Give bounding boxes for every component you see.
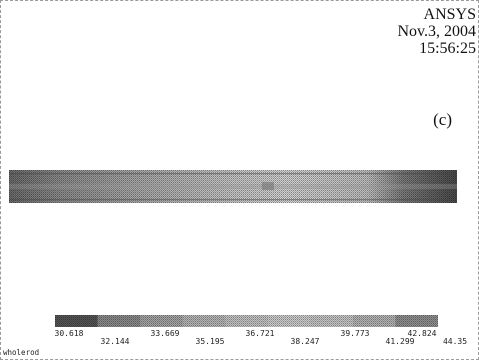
legend-tick-5: 36.721	[245, 329, 275, 338]
software-name: ANSYS	[423, 6, 476, 23]
model-name: wholerod	[3, 348, 40, 357]
legend-tick-3: 33.669	[150, 329, 180, 338]
rod-contour	[9, 170, 457, 203]
legend-tick-6: 38.247	[290, 337, 320, 346]
panel-label: (c)	[433, 110, 452, 129]
legend-tick-10: 44.35	[442, 337, 468, 346]
legend-tick-4: 35.195	[195, 337, 225, 346]
plot-date: Nov.3, 2004	[397, 23, 476, 40]
plot-time: 15:56:25	[419, 40, 476, 57]
legend-tick-9: 42.824	[407, 329, 437, 338]
legend-tick-2: 32.144	[100, 337, 130, 346]
legend-tick-1: 30.618	[54, 329, 84, 338]
legend-tick-8: 41.299	[385, 337, 415, 346]
legend-tick-7: 39.773	[340, 329, 370, 338]
legend-color-bar	[55, 315, 438, 327]
